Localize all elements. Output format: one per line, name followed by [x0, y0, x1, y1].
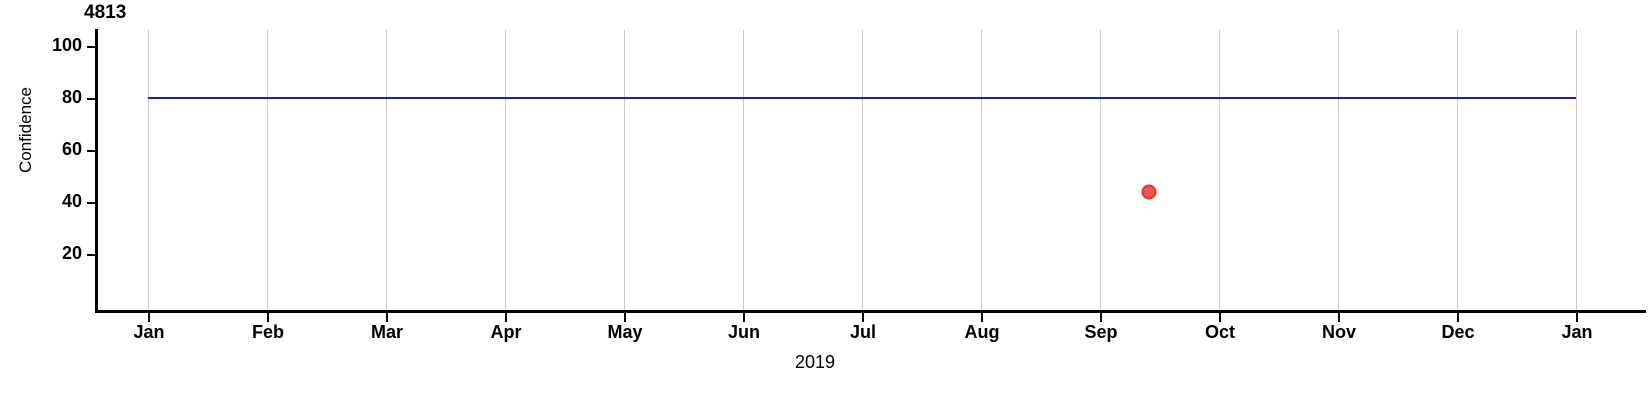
- gridline: [386, 30, 387, 310]
- data-point[interactable]: [1141, 184, 1157, 200]
- gridline: [1338, 30, 1339, 310]
- y-axis-tick: [87, 254, 96, 256]
- x-axis-tick: [743, 313, 745, 322]
- gridline: [981, 30, 982, 310]
- x-axis-tick-label: Jun: [727, 322, 761, 342]
- x-axis-tick-label: Jul: [849, 322, 877, 342]
- y-axis-line: [95, 29, 98, 312]
- gridline: [148, 30, 149, 310]
- y-axis-tick: [87, 46, 96, 48]
- x-axis-tick: [624, 313, 626, 322]
- x-axis-tick-label: Apr: [490, 322, 522, 342]
- y-axis-tick-label: 100: [51, 35, 82, 55]
- gridline: [743, 30, 744, 310]
- x-axis-tick-label: Feb: [251, 322, 285, 342]
- x-axis-tick-label: Oct: [1204, 322, 1236, 342]
- x-axis-tick: [862, 313, 864, 322]
- x-axis-line: [95, 310, 1646, 313]
- y-axis-title: Confidence: [16, 87, 35, 174]
- x-axis-tick: [505, 313, 507, 322]
- x-axis-tick: [148, 313, 150, 322]
- gridline: [505, 30, 506, 310]
- x-axis-tick-label: Jan: [1561, 322, 1593, 342]
- gridline: [862, 30, 863, 310]
- gridline: [1219, 30, 1220, 310]
- x-axis-tick-label: Jan: [133, 322, 165, 342]
- x-axis-tick: [1576, 313, 1578, 322]
- x-axis-tick: [1100, 313, 1102, 322]
- x-axis-tick: [386, 313, 388, 322]
- x-axis-title: 2019: [794, 352, 836, 372]
- y-axis-tick: [87, 98, 96, 100]
- x-axis-tick: [1219, 313, 1221, 322]
- chart-title: 4813: [84, 2, 127, 23]
- y-axis-tick-label: 80: [61, 87, 82, 107]
- x-axis-tick: [981, 313, 983, 322]
- y-axis-tick: [87, 202, 96, 204]
- gridline: [1576, 30, 1577, 310]
- x-axis-tick-label: Sep: [1084, 322, 1118, 342]
- gridline: [624, 30, 625, 310]
- y-axis-tick-label: 60: [61, 139, 82, 159]
- x-axis-tick-label: Mar: [370, 322, 404, 342]
- threshold-line: [148, 97, 1576, 99]
- x-axis-tick-label: Aug: [964, 322, 1000, 342]
- y-axis-tick: [87, 150, 96, 152]
- y-axis-tick-label: 40: [61, 191, 82, 211]
- x-axis-tick: [1457, 313, 1459, 322]
- x-axis-tick-label: Dec: [1441, 322, 1475, 342]
- x-axis-tick-label: Nov: [1321, 322, 1357, 342]
- gridline: [267, 30, 268, 310]
- x-axis-tick: [267, 313, 269, 322]
- y-axis-tick-label: 20: [61, 243, 82, 263]
- gridline: [1100, 30, 1101, 310]
- x-axis-tick-label: May: [607, 322, 643, 342]
- x-axis-tick: [1338, 313, 1340, 322]
- gridline: [1457, 30, 1458, 310]
